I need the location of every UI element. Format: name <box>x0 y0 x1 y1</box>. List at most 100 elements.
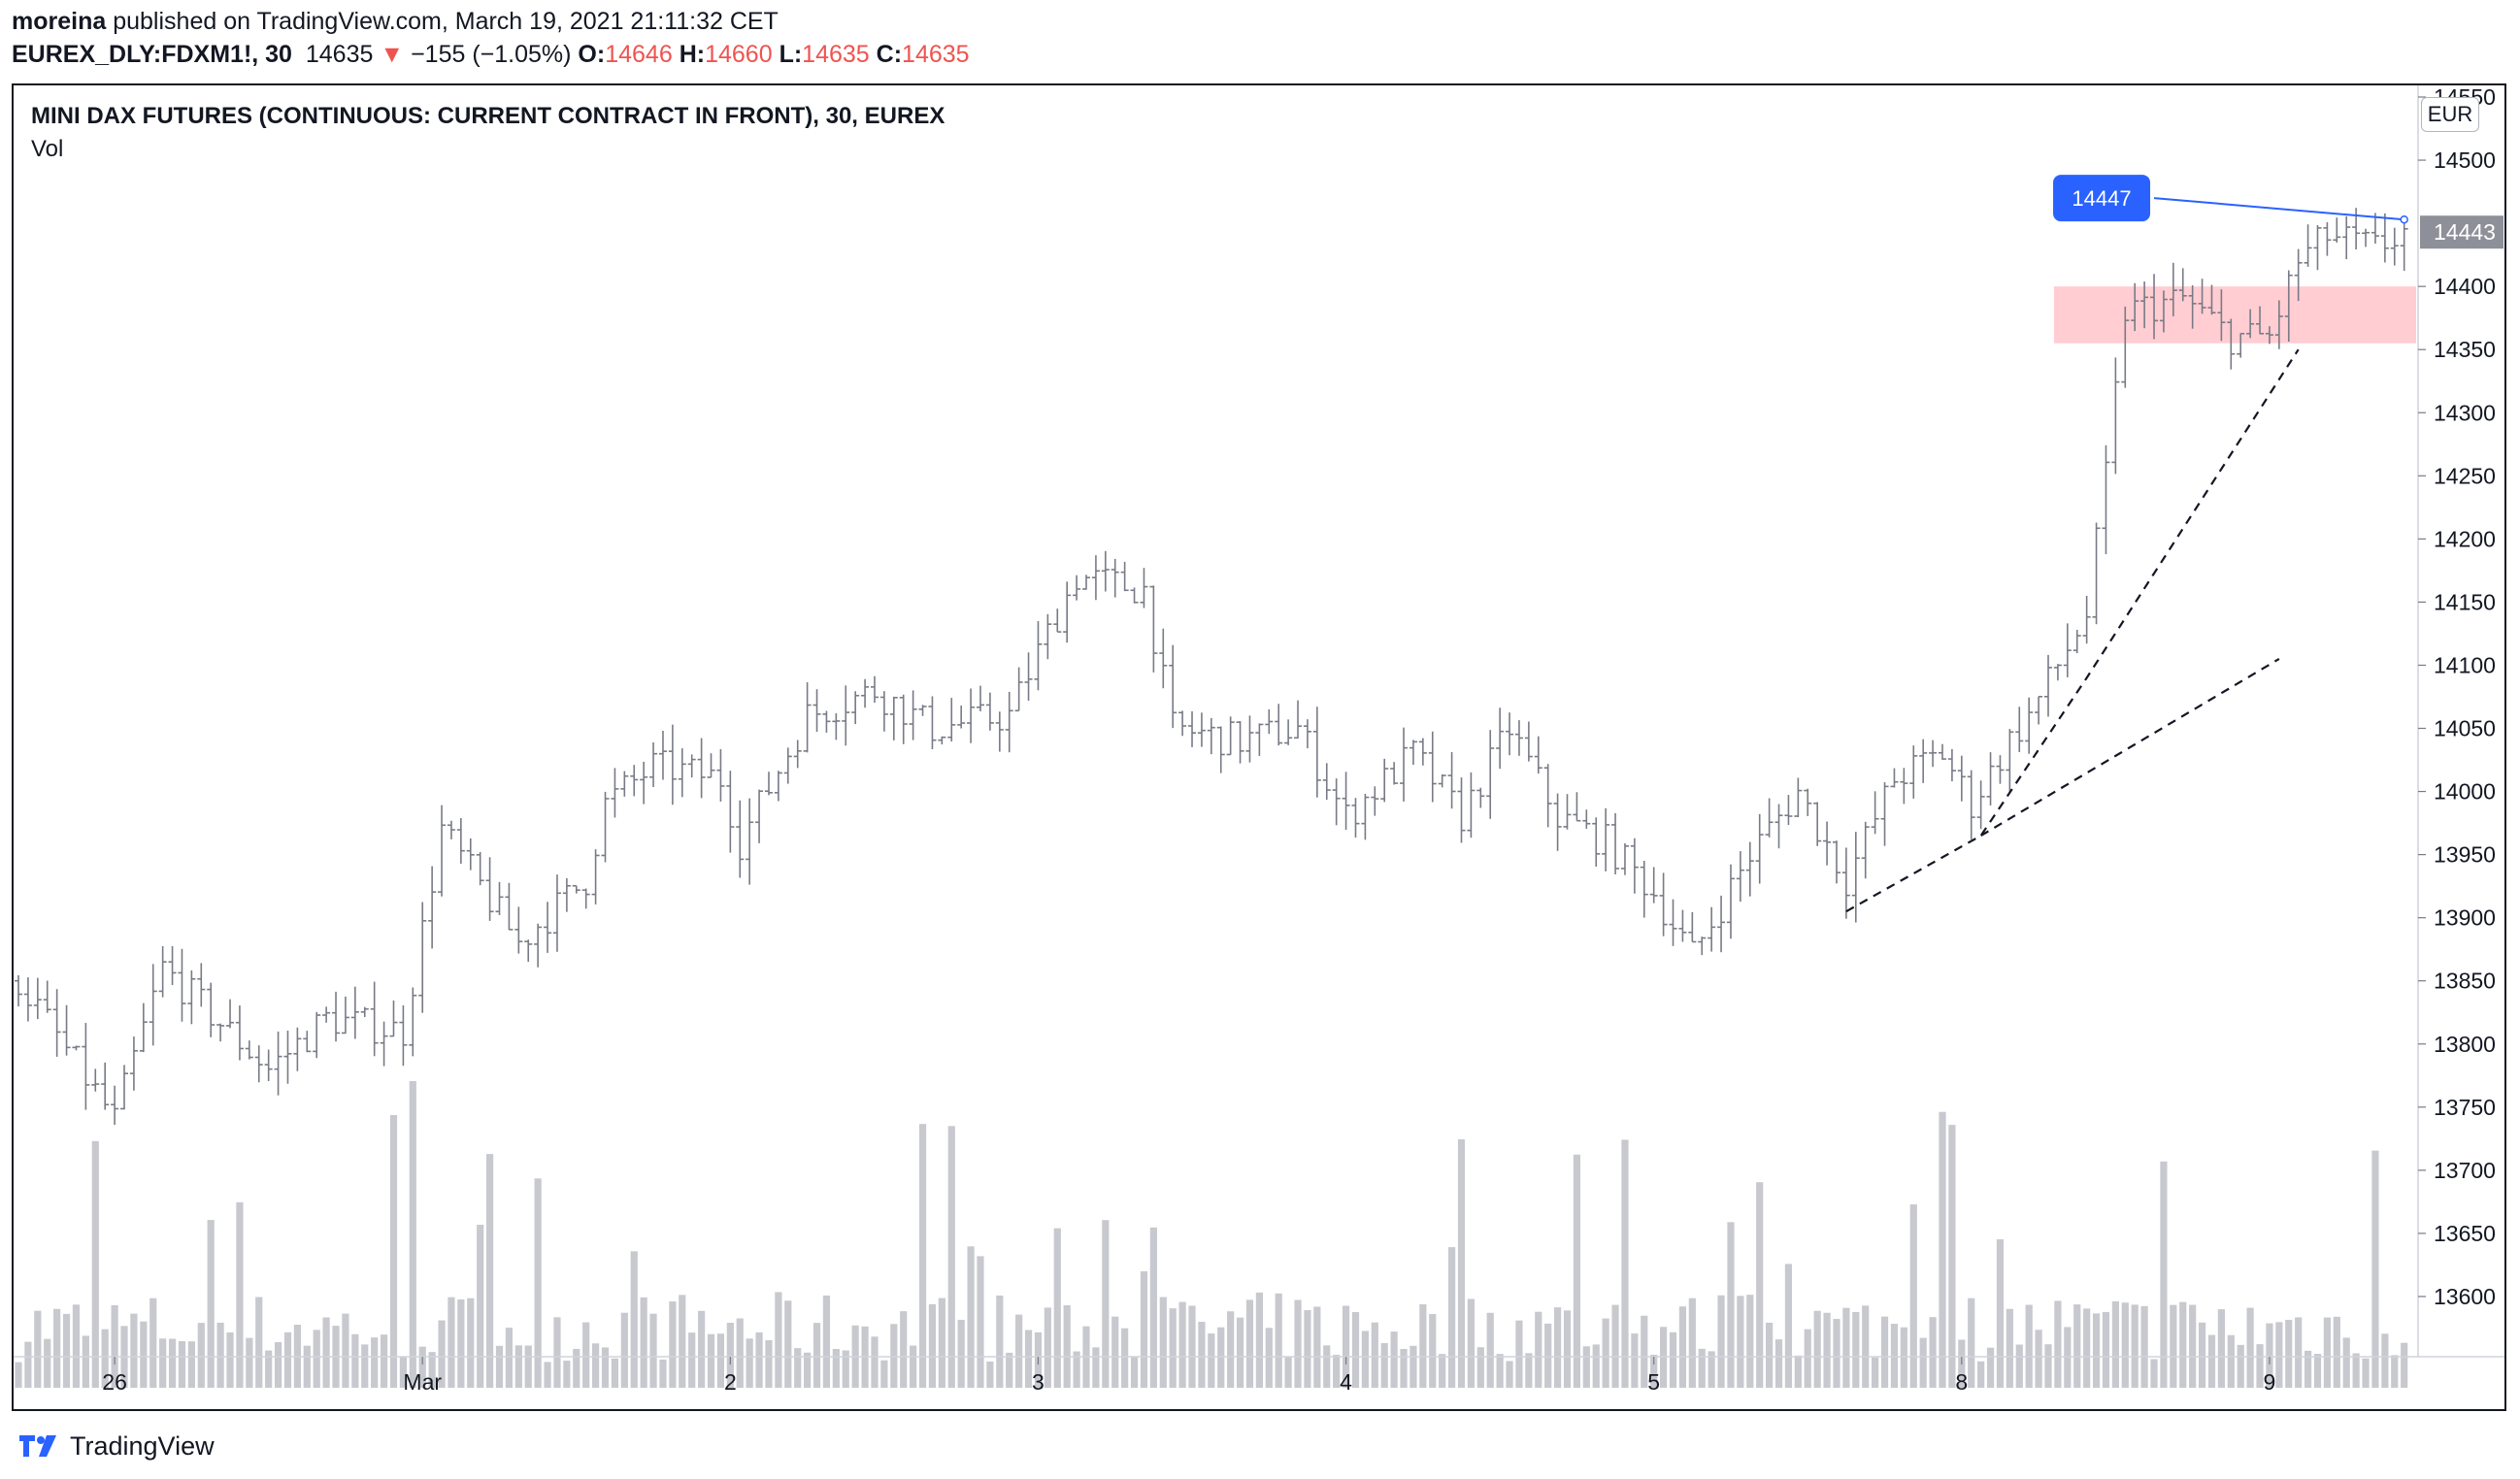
volume-bar <box>24 1341 32 1388</box>
y-tick-label: 13950 <box>2434 842 2496 868</box>
volume-bar <box>207 1220 215 1388</box>
volume-bar <box>620 1312 628 1388</box>
trendline-3 <box>2153 197 2404 221</box>
volume-bar <box>399 1356 407 1388</box>
volume-bar <box>871 1336 879 1388</box>
volume-bar <box>1737 1296 1744 1388</box>
volume-bar <box>1602 1318 1609 1388</box>
volume-bar <box>1255 1292 1263 1388</box>
volume-bar <box>1708 1351 1715 1388</box>
y-tick-label: 13650 <box>2434 1221 2496 1246</box>
y-tick-label: 14300 <box>2434 400 2496 425</box>
volume-bar <box>2015 1344 2023 1388</box>
volume-bar <box>1275 1293 1282 1388</box>
volume-bar <box>1063 1304 1071 1388</box>
high-value: 14660 <box>705 41 773 68</box>
volume-bar <box>900 1311 908 1388</box>
volume-bar <box>822 1295 831 1388</box>
close-value: 14635 <box>902 41 970 68</box>
volume-bar <box>1650 1355 1658 1388</box>
volume-bar <box>2275 1322 2283 1388</box>
volume-bar <box>640 1297 647 1388</box>
symbol-name[interactable]: EUREX_DLY:FDXM1!, 30 <box>12 41 292 68</box>
volume-bar <box>1208 1333 1215 1388</box>
chart-frame[interactable]: 1444714550145001440014350143001425014200… <box>12 83 2506 1411</box>
y-tick-label: 14100 <box>2434 652 2496 677</box>
x-tick-label: 8 <box>1955 1369 1968 1395</box>
x-tick-label: 26 <box>102 1369 127 1395</box>
volume-bar <box>2295 1317 2303 1388</box>
volume-bar <box>1669 1331 1677 1388</box>
volume-bar <box>1611 1304 1619 1388</box>
volume-bar <box>967 1246 975 1388</box>
volume-bar <box>1419 1303 1427 1388</box>
author-name[interactable]: moreina <box>12 8 107 35</box>
volume-bar <box>274 1342 282 1388</box>
volume-bar <box>1111 1316 1119 1388</box>
last-price-tag <box>2420 215 2503 249</box>
volume-bar <box>1323 1345 1331 1388</box>
x-tick-label: 5 <box>1647 1369 1660 1395</box>
volume-bar <box>880 1360 888 1388</box>
volume-bar <box>2198 1322 2206 1388</box>
volume-bar <box>178 1340 186 1388</box>
volume-bar <box>2237 1344 2244 1388</box>
volume-bar <box>1563 1310 1572 1388</box>
y-tick-label: 14150 <box>2434 589 2496 614</box>
brand-name: TradingView <box>70 1430 215 1461</box>
price-callout-text: 14447 <box>2072 186 2131 211</box>
open-value: 14646 <box>605 41 673 68</box>
volume-bar <box>246 1337 253 1388</box>
volume-bar <box>216 1322 224 1388</box>
volume-bar <box>111 1304 118 1388</box>
volume-bar <box>149 1298 157 1388</box>
resistance-zone <box>2053 286 2416 344</box>
volume-bar <box>303 1345 311 1388</box>
volume-study-label[interactable]: Vol <box>31 136 64 162</box>
volume-bar <box>1621 1139 1629 1388</box>
y-tick-label: 13850 <box>2434 969 2496 994</box>
volume-bar <box>1217 1327 1225 1388</box>
y-tick-label: 13700 <box>2434 1158 2496 1183</box>
volume-bar <box>659 1359 667 1388</box>
volume-bar <box>2285 1320 2293 1388</box>
volume-bar <box>1284 1356 1292 1388</box>
volume-bar <box>1766 1322 1774 1388</box>
volume-bar <box>1727 1222 1735 1388</box>
currency-button[interactable]: EUR <box>2421 97 2479 132</box>
volume-bar <box>1813 1310 1821 1388</box>
low-label: L: <box>779 41 803 68</box>
volume-bar <box>1429 1314 1437 1388</box>
tradingview-logo[interactable]: TradingView <box>17 1429 215 1463</box>
y-tick-label: 14250 <box>2434 463 2496 488</box>
volume-bar <box>2111 1300 2119 1388</box>
volume-bar <box>2189 1304 2197 1388</box>
volume-bar <box>2035 1330 2042 1388</box>
volume-bar <box>342 1313 349 1388</box>
tradingview-icon <box>19 1435 56 1457</box>
volume-bar <box>2401 1342 2408 1388</box>
volume-bar <box>1573 1154 1581 1388</box>
volume-bar <box>2092 1313 2101 1388</box>
volume-bar <box>1756 1182 1764 1388</box>
trendline-1 <box>1845 348 2300 913</box>
volume-bar <box>91 1140 99 1388</box>
volume-bar <box>1380 1342 1388 1388</box>
volume-bar <box>1496 1354 1504 1388</box>
volume-bar <box>938 1298 945 1388</box>
volume-bar <box>34 1310 42 1388</box>
volume-bar <box>726 1323 734 1388</box>
volume-bar <box>1939 1111 1946 1388</box>
volume-bar <box>1977 1361 1985 1388</box>
volume-bar <box>2025 1304 2033 1388</box>
price-chart[interactable]: 1444714550145001440014350143001425014200… <box>14 85 2504 1409</box>
volume-bar <box>1149 1227 1157 1388</box>
volume-bar <box>1525 1353 1533 1388</box>
y-tick-label: 14200 <box>2434 526 2496 551</box>
volume-bar <box>485 1154 494 1388</box>
volume-bar <box>1178 1301 1186 1388</box>
volume-bar <box>44 1338 51 1388</box>
volume-bar <box>2207 1334 2216 1388</box>
volume-bar <box>957 1319 965 1388</box>
volume-bar <box>72 1304 81 1388</box>
